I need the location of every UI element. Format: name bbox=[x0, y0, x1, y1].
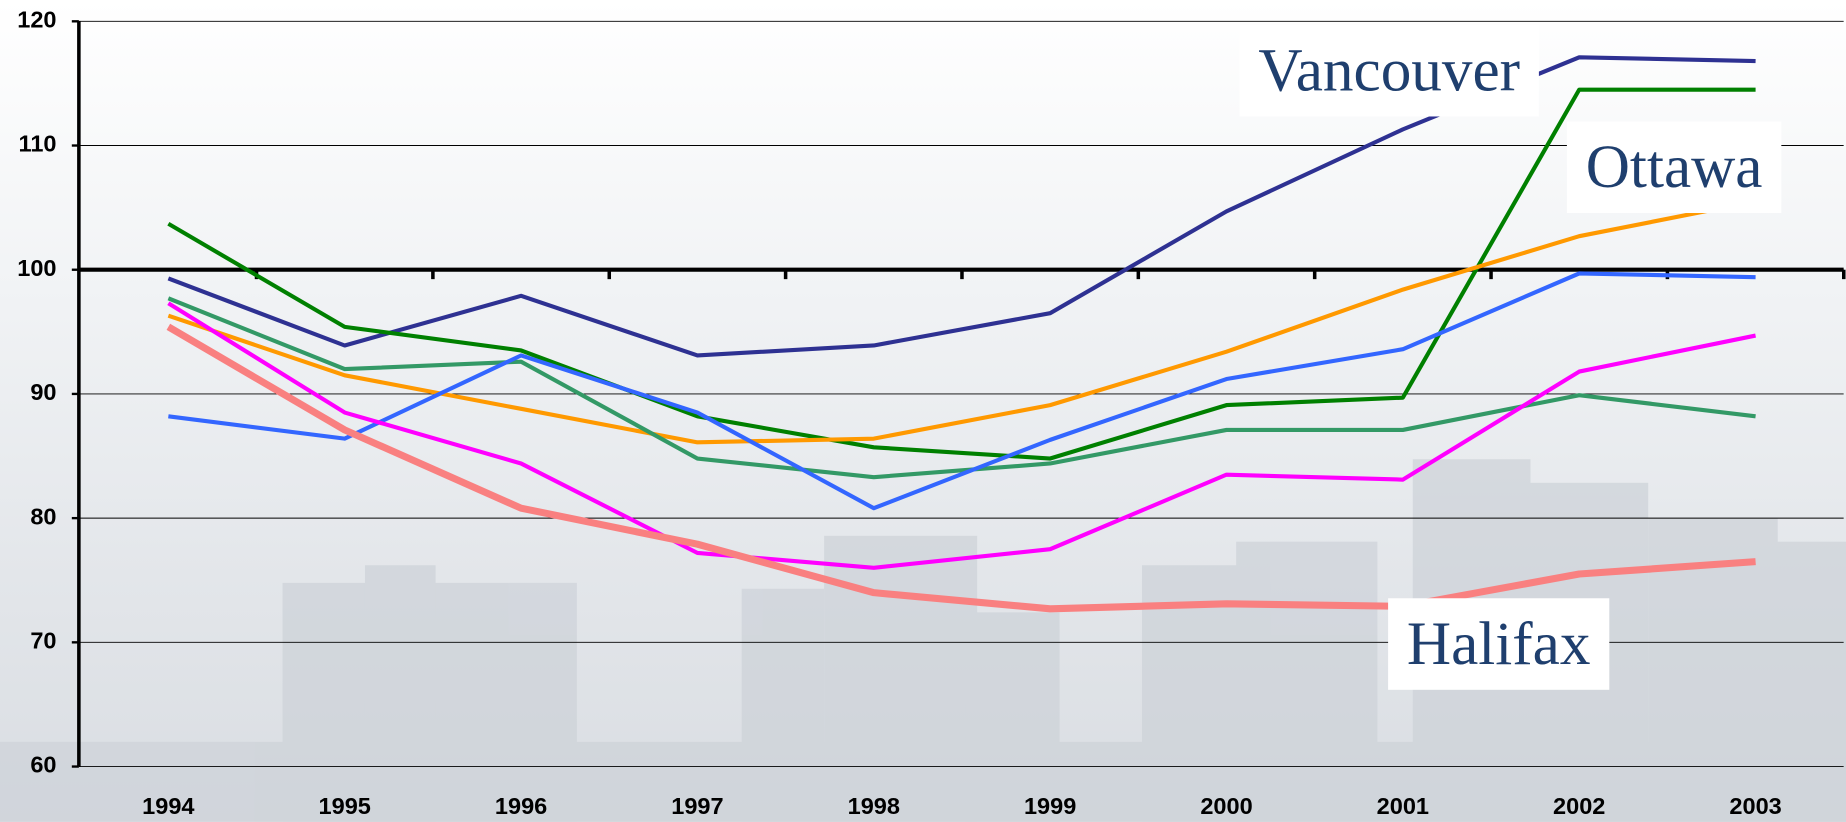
label-box bbox=[1388, 598, 1610, 690]
y-tick-label: 100 bbox=[17, 255, 56, 281]
y-tick-label: 80 bbox=[30, 503, 56, 529]
series-label: Halifax bbox=[1407, 610, 1591, 678]
y-tick-label: 70 bbox=[30, 628, 56, 654]
x-tick-label: 1995 bbox=[319, 793, 371, 819]
series-line bbox=[167, 296, 1756, 480]
series-line bbox=[167, 199, 1756, 445]
x-tick-label: 2002 bbox=[1553, 793, 1605, 819]
x-tick-label: 1996 bbox=[495, 793, 547, 819]
y-tick-label: 110 bbox=[19, 131, 57, 157]
x-tick-label: 2003 bbox=[1729, 793, 1781, 819]
x-tick-label: 1999 bbox=[1024, 793, 1076, 819]
series-line bbox=[168, 271, 1756, 511]
y-tick-label: 90 bbox=[30, 379, 56, 405]
y-tick-label: 60 bbox=[30, 752, 56, 778]
x-tick-label: 1994 bbox=[142, 793, 194, 819]
series-label: Vancouver bbox=[1258, 37, 1520, 105]
x-tick-label: 2000 bbox=[1200, 793, 1252, 819]
series-label: Ottawa bbox=[1586, 133, 1763, 201]
x-tick-label: 1998 bbox=[848, 793, 900, 819]
label-box bbox=[1566, 121, 1782, 214]
series-line bbox=[166, 323, 1756, 613]
series-line bbox=[167, 87, 1756, 461]
x-tick-label: 2001 bbox=[1377, 793, 1429, 819]
x-tick-label: 1997 bbox=[671, 793, 723, 819]
label-box bbox=[1239, 24, 1539, 117]
y-tick-label: 120 bbox=[17, 7, 56, 33]
series-line bbox=[167, 301, 1756, 570]
